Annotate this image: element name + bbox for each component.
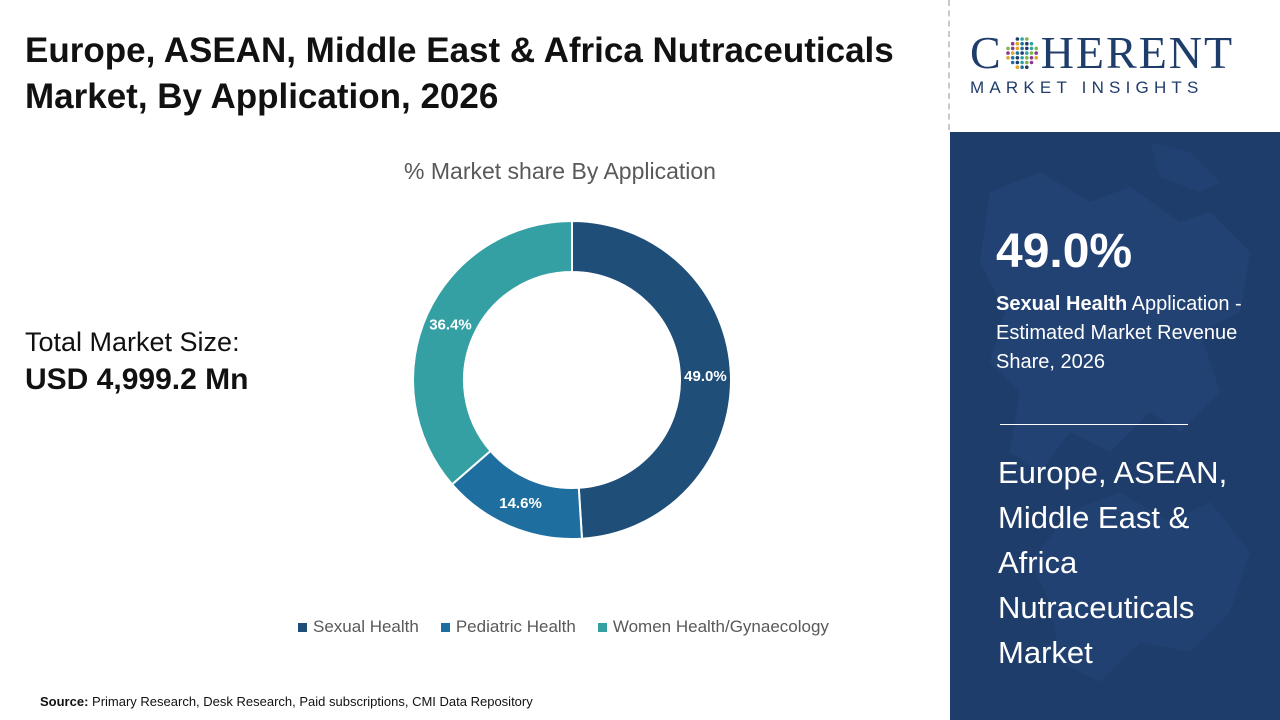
page-title: Europe, ASEAN, Middle East & Africa Nutr…	[25, 31, 894, 116]
map-texture-icon	[980, 142, 1250, 682]
legend-swatch	[597, 622, 607, 632]
legend-item-pediatric-health: Pediatric Health	[440, 617, 576, 637]
source-text: Primary Research, Desk Research, Paid su…	[92, 694, 533, 709]
highlight-panel: 49.0% Sexual Health Application - Estima…	[950, 132, 1280, 720]
highlight-stat-value: 49.0%	[996, 225, 1133, 278]
panel-divider	[1000, 424, 1188, 425]
donut-chart: 49.0% 14.6% 36.4%	[412, 219, 732, 540]
logo-area	[950, 0, 1280, 132]
donut-slice-women-health-gynaecology	[412, 219, 573, 486]
donut-slice-sexual-health	[571, 219, 732, 540]
market-name: Europe, ASEAN, Middle East & Africa Nutr…	[998, 455, 1228, 670]
source-note: Source: Primary Research, Desk Research,…	[40, 694, 533, 709]
legend-label: Sexual Health	[313, 617, 419, 636]
total-market-size: Total Market Size: USD 4,999.2 Mn	[25, 324, 248, 400]
highlight-stat-description: Sexual Health Application - Estimated Ma…	[996, 290, 1266, 377]
legend-item-women-health-gynaecology: Women Health/Gynaecology	[597, 617, 829, 637]
legend-swatch	[298, 622, 307, 632]
header-divider	[948, 0, 950, 130]
donut-label-pediatric-health: 14.6%	[499, 495, 542, 512]
highlight-stat-caption: Application - Estimated Market Revenue S…	[996, 293, 1242, 373]
donut-label-women-health-gynaecology: 36.4%	[429, 317, 472, 334]
source-label: Source:	[40, 694, 89, 709]
legend-item-sexual-health: Sexual Health	[298, 617, 419, 637]
chart-legend: Sexual Health Pediatric Health Women Healt…	[298, 617, 829, 637]
highlight-segment-name: Sexual Health	[996, 293, 1128, 315]
total-market-label: Total Market Size:	[25, 327, 240, 357]
main-content: Europe, ASEAN, Middle East & Africa Nutr…	[25, 31, 894, 709]
logo-wordmark: C HERENT	[970, 30, 1270, 76]
chart-title: % Market share By Application	[404, 158, 716, 184]
legend-swatch	[440, 622, 450, 632]
company-logo: C HERENT MARKET INSIGHTS	[970, 30, 1270, 98]
donut-label-sexual-health: 49.0%	[684, 368, 727, 385]
logo-letters: HERENT	[1040, 27, 1235, 78]
legend-label: Women Health/Gynaecology	[612, 617, 829, 636]
legend-label: Pediatric Health	[455, 617, 576, 636]
logo-letter-c: C	[970, 27, 1003, 78]
globe-dots-icon	[1005, 37, 1038, 69]
logo-subtitle: MARKET INSIGHTS	[970, 78, 1204, 97]
total-market-value: USD 4,999.2 Mn	[25, 363, 249, 396]
